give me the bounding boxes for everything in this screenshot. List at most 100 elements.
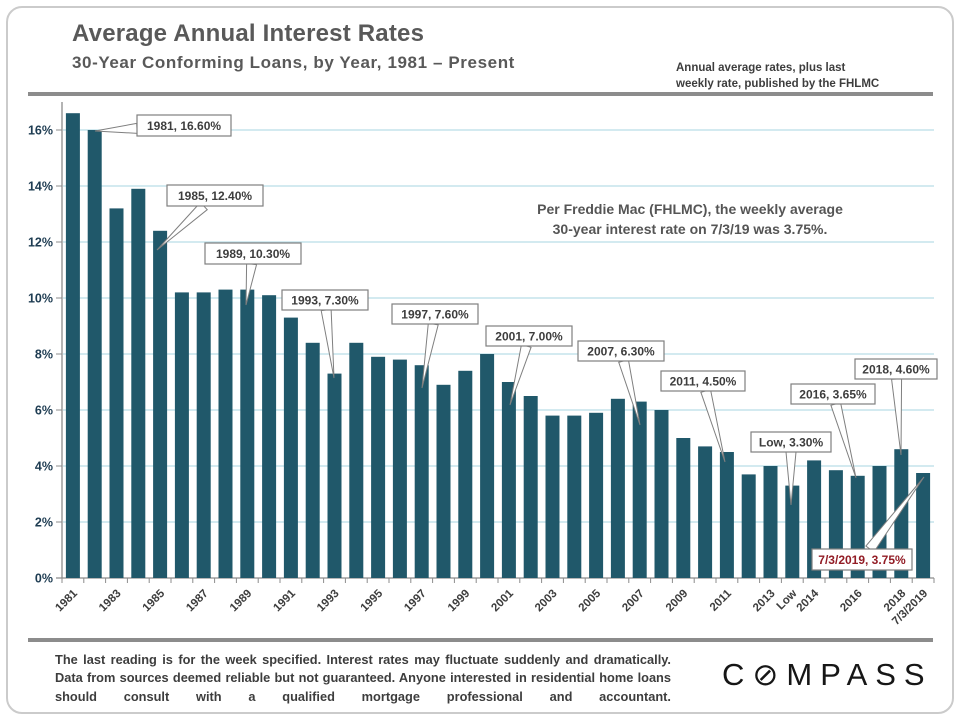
bar-2018: [894, 449, 909, 578]
bar-1983: [109, 208, 124, 578]
bar-2000: [480, 354, 495, 578]
bar-7/3/2019: [916, 473, 931, 578]
bar-1984: [131, 188, 146, 579]
source-note: Annual average rates, plus last weekly r…: [676, 60, 879, 92]
x-axis-label: 2014: [795, 587, 822, 614]
x-axis-label: Low: [775, 588, 800, 613]
bar-2008: [654, 410, 669, 578]
x-axis-label: 2013: [751, 588, 778, 615]
x-axis-label: 2003: [533, 588, 560, 615]
callout-label: 1981, 16.60%: [147, 119, 221, 133]
y-axis-label: 6%: [35, 404, 53, 418]
callout-label: 2018, 4.60%: [862, 363, 930, 377]
x-axis-label: 2016: [838, 588, 865, 615]
x-axis-label: 2007: [620, 588, 647, 615]
bar-1999: [458, 370, 473, 578]
callout-label: 1997, 7.60%: [401, 308, 469, 322]
y-axis-label: 0%: [35, 572, 53, 586]
y-axis-label: 2%: [35, 516, 53, 530]
source-note-line2: weekly rate, published by the FHLMC: [676, 78, 880, 91]
y-axis-label: 14%: [28, 180, 53, 194]
bar-1996: [392, 359, 407, 578]
callout-label: 2011, 4.50%: [670, 375, 737, 389]
x-axis-label: 2009: [664, 588, 691, 615]
bar-2004: [567, 415, 582, 578]
callout-box: [750, 431, 832, 453]
x-axis-label: 1985: [141, 587, 168, 614]
x-axis-label: 1995: [359, 587, 386, 614]
callout-box: [166, 184, 264, 207]
x-axis-label: 2001: [489, 587, 516, 614]
bar-1981: [65, 113, 80, 578]
annotation-line2: 30-year interest rate on 7/3/19 was 3.75…: [552, 220, 828, 237]
page-title: Average Annual Interest Rates: [72, 20, 425, 47]
callout-label: 2016, 3.65%: [799, 388, 867, 402]
bar-1985: [153, 230, 168, 579]
bar-1982: [87, 130, 102, 578]
x-axis-label: 2011: [708, 587, 735, 614]
callout-label: 7/3/2019, 3.75%: [818, 553, 906, 567]
y-axis-label: 16%: [28, 124, 53, 138]
callout-pointer: [156, 201, 208, 251]
y-axis-label: 10%: [28, 292, 53, 306]
bar-1997: [414, 365, 429, 578]
x-axis-label: 1997: [402, 588, 429, 615]
bar-1988: [218, 289, 233, 578]
bar-2001: [501, 382, 516, 578]
callout-pointer: [320, 308, 335, 379]
callout-box: [204, 242, 302, 265]
callout-box: [811, 548, 913, 571]
callout-label: 2007, 6.30%: [587, 345, 655, 359]
bar-1998: [436, 384, 451, 578]
bar-1995: [371, 356, 386, 578]
callout-label: Low, 3.30%: [759, 436, 824, 450]
bar-2007: [632, 401, 647, 578]
x-axis-label: 2005: [577, 587, 604, 614]
x-axis-label: 1999: [446, 588, 473, 615]
top-divider: [28, 92, 933, 96]
bar-1994: [349, 342, 364, 578]
callout-pointer: [891, 378, 903, 456]
bar-2005: [589, 412, 604, 578]
x-axis-label: 1987: [184, 588, 211, 615]
page-subtitle: 30-Year Conforming Loans, by Year, 1981 …: [72, 53, 515, 72]
source-note-line1: Annual average rates, plus last: [676, 62, 846, 74]
callout-box: [577, 340, 665, 362]
bar-2011: [719, 452, 734, 578]
bar-1986: [174, 292, 189, 578]
bar-2009: [676, 438, 691, 578]
bar-Low: [785, 485, 800, 578]
x-axis-label: 1993: [315, 588, 342, 615]
x-axis-label: 1983: [97, 588, 124, 615]
callout-label: 2001, 7.00%: [495, 330, 563, 344]
bar-2010: [698, 446, 713, 578]
freddie-mac-annotation: Per Freddie Mac (FHLMC), the weekly aver…: [470, 200, 910, 239]
callout-box: [391, 303, 479, 325]
bar-2003: [545, 415, 560, 578]
y-axis-label: 8%: [35, 348, 53, 362]
callout-pointer: [830, 402, 857, 479]
callout-box: [660, 370, 746, 392]
compass-o-icon: ⊘: [752, 657, 787, 692]
callout-box: [854, 358, 938, 380]
x-axis-label: 1981: [53, 587, 80, 614]
callout-pointer: [421, 322, 439, 389]
logo-rest: MPASS: [786, 657, 933, 692]
y-axis-label: 4%: [35, 460, 53, 474]
compass-logo: C⊘MPASS: [722, 657, 933, 693]
disclaimer-text: The last reading is for the week specifi…: [55, 652, 671, 704]
bar-1989: [240, 289, 255, 578]
callout-label: 1985, 12.40%: [178, 189, 252, 203]
bar-2002: [523, 396, 538, 578]
x-axis-label: 1989: [228, 588, 255, 615]
bar-1991: [283, 317, 298, 578]
callout-box: [485, 325, 573, 347]
callout-label: 1993, 7.30%: [291, 294, 359, 308]
bar-2013: [763, 466, 778, 578]
callout-label: 1989, 10.30%: [216, 247, 290, 261]
callout-box: [281, 289, 369, 311]
bar-1987: [196, 292, 211, 578]
bar-2006: [610, 398, 625, 578]
